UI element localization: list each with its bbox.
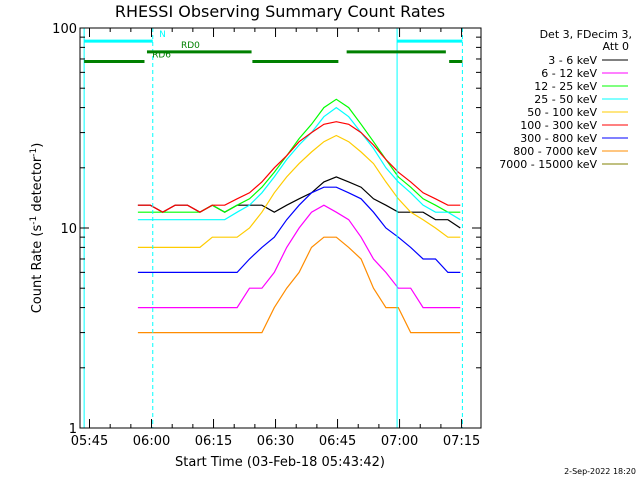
state-bar-label-rd6: RD6: [152, 50, 171, 60]
legend-label-300-800-kev: 300 - 800 keV: [520, 132, 597, 145]
series-line-800-7000-kev: [137, 236, 461, 334]
legend-label-25-50-kev: 25 - 50 keV: [534, 93, 597, 106]
chart-title: RHESSI Observing Summary Count Rates: [115, 2, 445, 21]
legend-label-100-300-kev: 100 - 300 keV: [520, 119, 597, 132]
legend-label-12-25-kev: 12 - 25 keV: [534, 80, 597, 93]
legend-label-800-7000-kev: 800 - 7000 keV: [513, 145, 597, 158]
data-layer: [137, 98, 461, 334]
series-line-12-25-kev: [137, 98, 461, 213]
legend-label-6-12-kev: 6 - 12 keV: [541, 67, 597, 80]
date-stamp: 2-Sep-2022 18:20: [564, 467, 636, 476]
legend-label-50-100-kev: 50 - 100 keV: [527, 106, 597, 119]
x-tick-label-05-45: 05:45: [71, 434, 108, 449]
x-tick-label-07-00: 07:00: [381, 434, 418, 449]
legend-header-line-2: Att 0: [603, 40, 629, 53]
y-tick-label-10: 10: [60, 222, 77, 237]
legend-label-3-6-kev: 3 - 6 keV: [548, 54, 597, 67]
series-line-50-100-kev: [137, 134, 461, 248]
x-tick-label-07-15: 07:15: [443, 434, 480, 449]
x-tick-label-06-15: 06:15: [195, 434, 232, 449]
x-tick-label-06-30: 06:30: [257, 434, 294, 449]
series-line-6-12-kev: [137, 204, 461, 309]
series-line-100-300-kev: [137, 121, 461, 213]
legend-label-7000-15000-kev: 7000 - 15000 keV: [499, 158, 597, 171]
annotation-layer: N RD0 RD6: [83, 28, 463, 428]
y-tick-label-1: 1: [69, 422, 77, 437]
series-line-25-50-kev: [137, 106, 461, 221]
x-tick-label-06-45: 06:45: [319, 434, 356, 449]
legend-header-line-1: Det 3, FDecim 3,: [540, 28, 632, 41]
series-line-3-6-kev: [137, 176, 461, 229]
axis-layer: 05:45 06:00 06:15 06:30 06:45 07:00 07:15 1 10 10…: [52, 22, 481, 449]
series-line-300-800-kev: [137, 186, 461, 273]
x-tick-label-06-00: 06:00: [133, 434, 170, 449]
x-axis-label: Start Time (03-Feb-18 05:43:42): [175, 455, 385, 470]
state-bar-label-n: N: [159, 30, 166, 40]
state-bar-label-rd0: RD0: [181, 41, 200, 51]
y-tick-label-100: 100: [52, 22, 77, 37]
y-axis-label: Count Rate (s-1 detector-1): [29, 143, 45, 314]
